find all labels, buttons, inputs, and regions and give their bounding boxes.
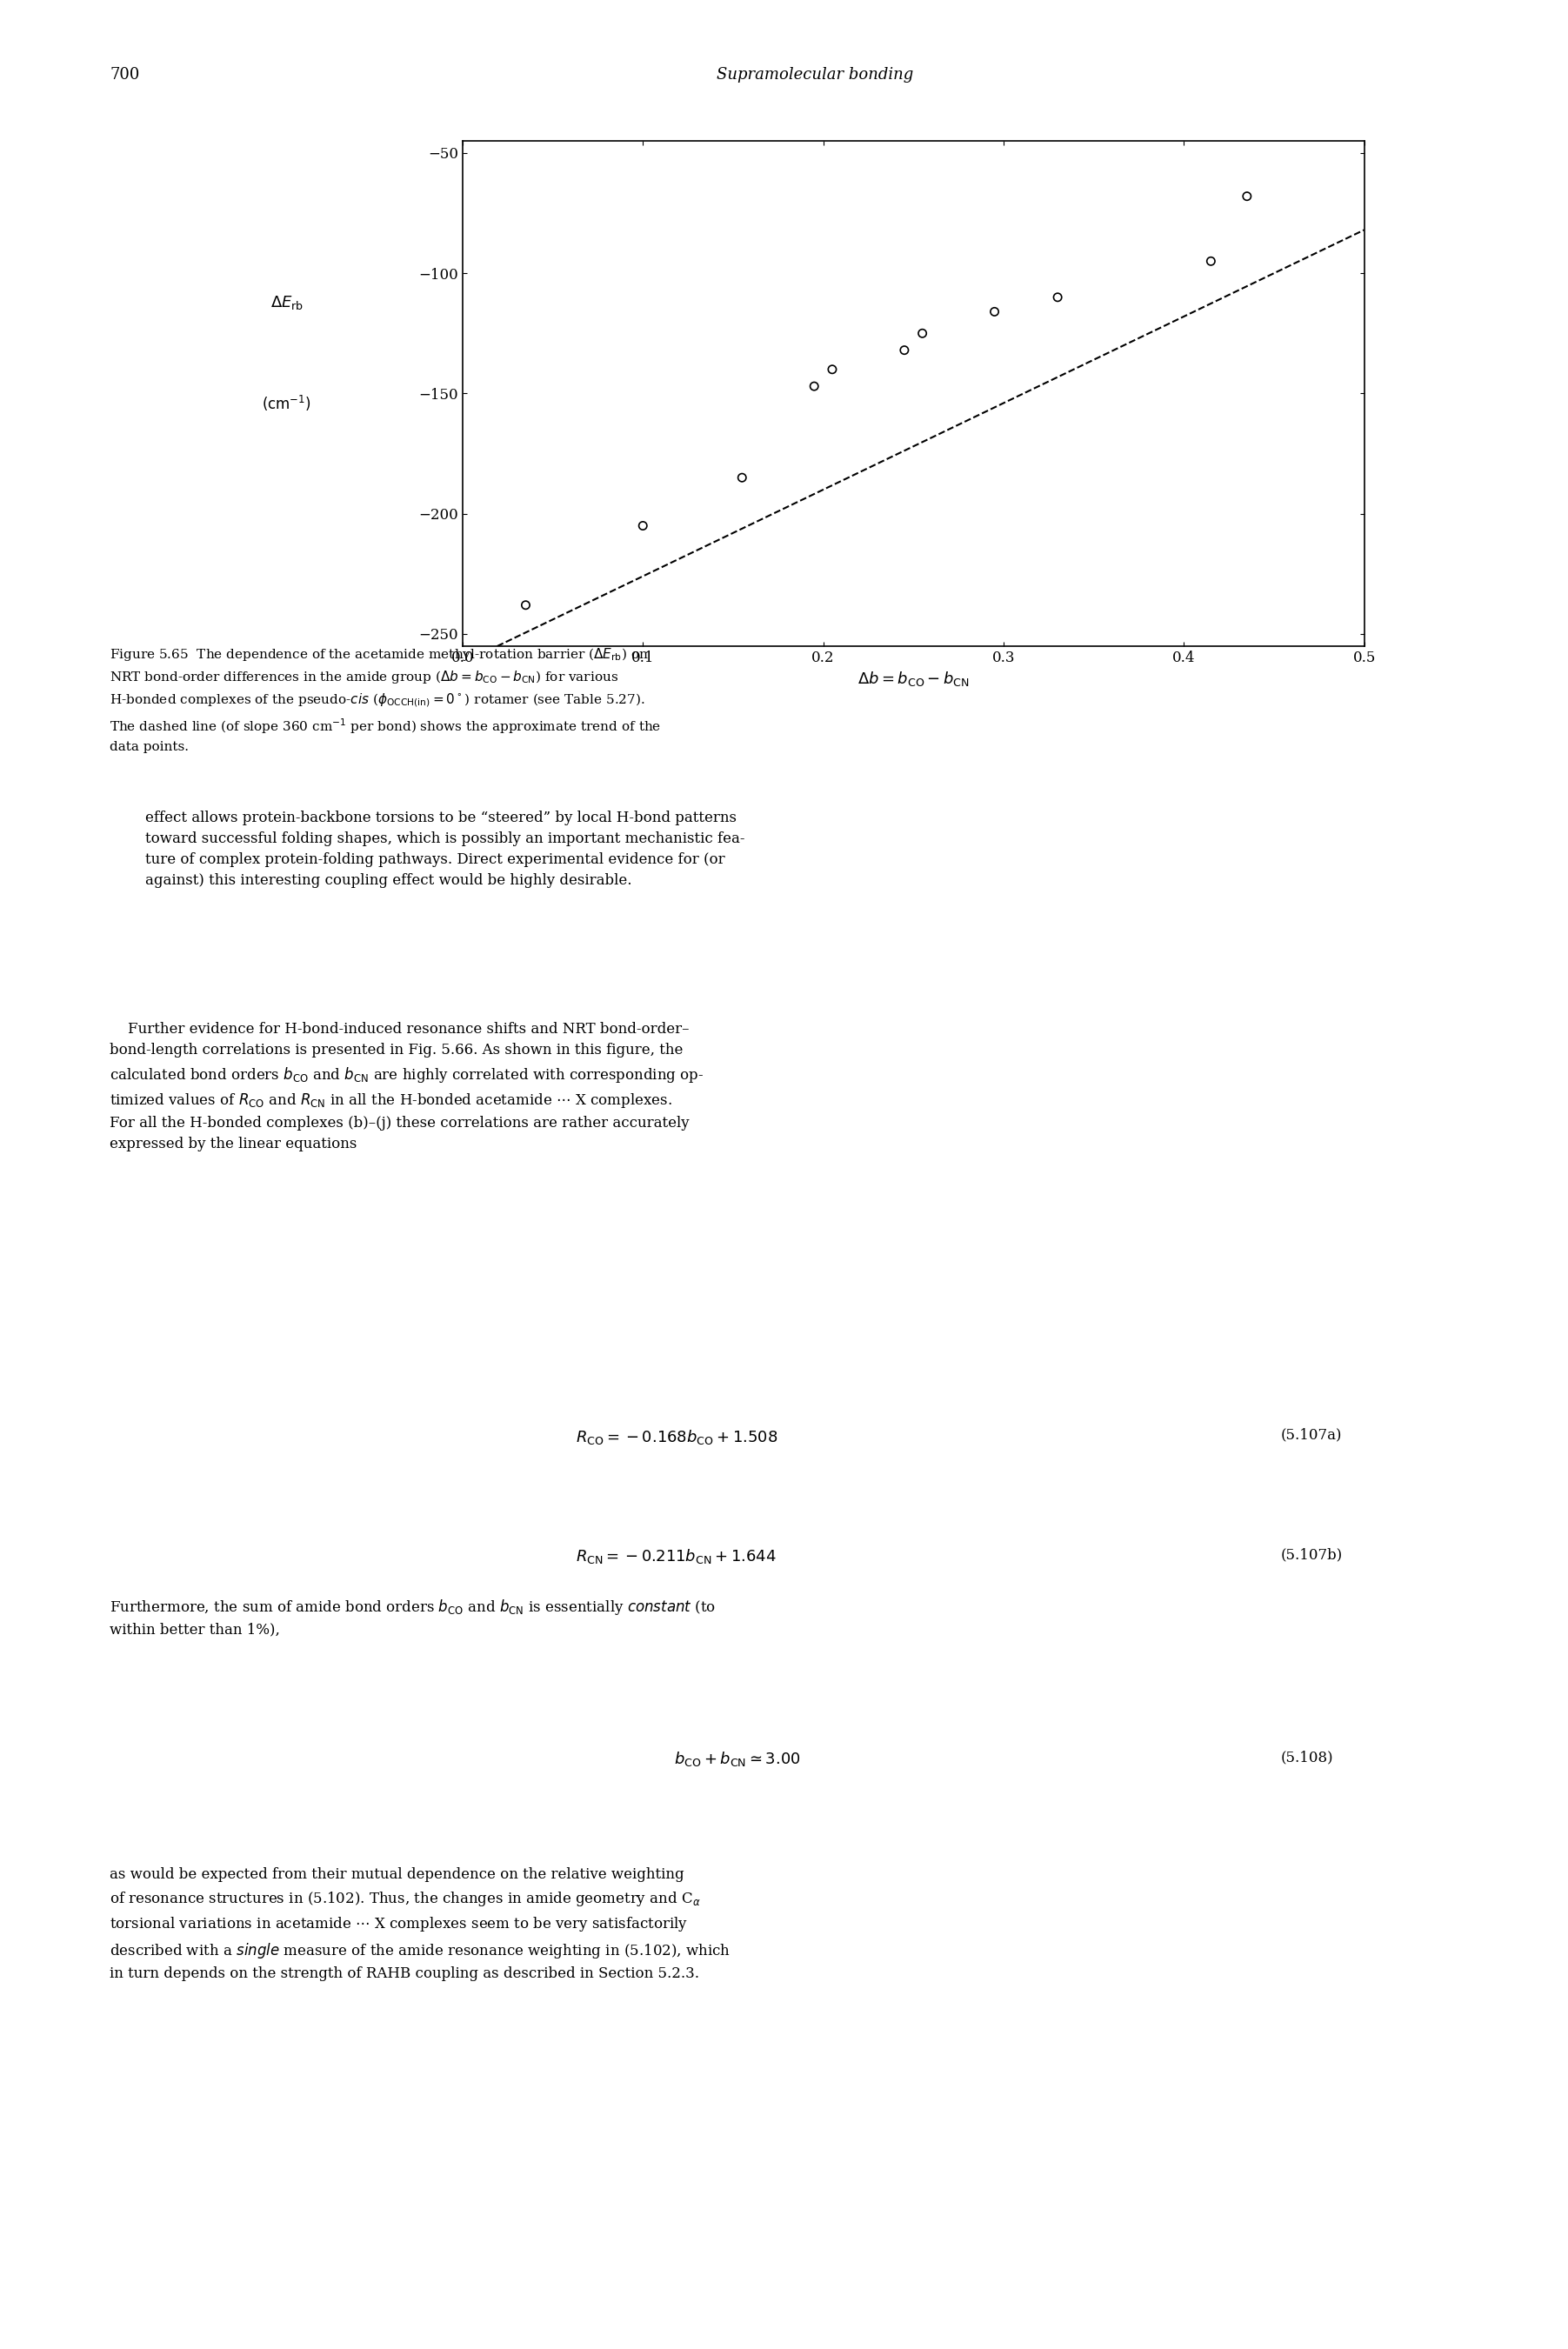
Text: $(\rm cm^{-1})$: $(\rm cm^{-1})$ [262,395,312,413]
Point [892,331,917,369]
Point [801,366,826,404]
Point [513,587,538,625]
Point [1234,179,1259,216]
Text: (5.107a): (5.107a) [1281,1428,1342,1442]
X-axis label: $\Delta b = b_{\rm CO} - b_{\rm CN}$: $\Delta b = b_{\rm CO} - b_{\rm CN}$ [858,669,969,688]
Text: effect allows protein-backbone torsions to be “steered” by local H-bond patterns: effect allows protein-backbone torsions … [146,810,745,888]
Point [729,458,754,496]
Text: $R_{\rm CN} = -0.211b_{\rm CN} + 1.644$: $R_{\rm CN} = -0.211b_{\rm CN} + 1.644$ [575,1548,776,1567]
Point [630,507,655,545]
Text: $b_{\rm CO} + b_{\rm CN} \simeq 3.00$: $b_{\rm CO} + b_{\rm CN} \simeq 3.00$ [674,1750,801,1769]
Text: $\Delta E_{\rm rb}$: $\Delta E_{\rm rb}$ [270,294,303,312]
Text: $R_{\rm CO} = -0.168b_{\rm CO} + 1.508$: $R_{\rm CO} = -0.168b_{\rm CO} + 1.508$ [575,1428,778,1447]
Text: Further evidence for H-bond-induced resonance shifts and NRT bond-order–
bond-le: Further evidence for H-bond-induced reso… [110,1022,704,1151]
Text: (5.108): (5.108) [1281,1750,1334,1764]
Point [909,315,935,352]
Text: Furthermore, the sum of amide bond orders $b_{\rm CO}$ and $b_{\rm CN}$ is essen: Furthermore, the sum of amide bond order… [110,1597,717,1637]
Text: (5.107b): (5.107b) [1281,1548,1344,1562]
Point [820,350,845,388]
Text: 700: 700 [110,68,140,82]
Point [1198,242,1223,280]
Text: as would be expected from their mutual dependence on the relative weighting
of r: as would be expected from their mutual d… [110,1867,731,1980]
Point [1044,280,1069,317]
Point [982,294,1007,331]
Text: Figure 5.65  The dependence of the acetamide methyl-rotation barrier ($\Delta E_: Figure 5.65 The dependence of the acetam… [110,646,662,754]
Text: Supramolecular bonding: Supramolecular bonding [717,68,914,82]
